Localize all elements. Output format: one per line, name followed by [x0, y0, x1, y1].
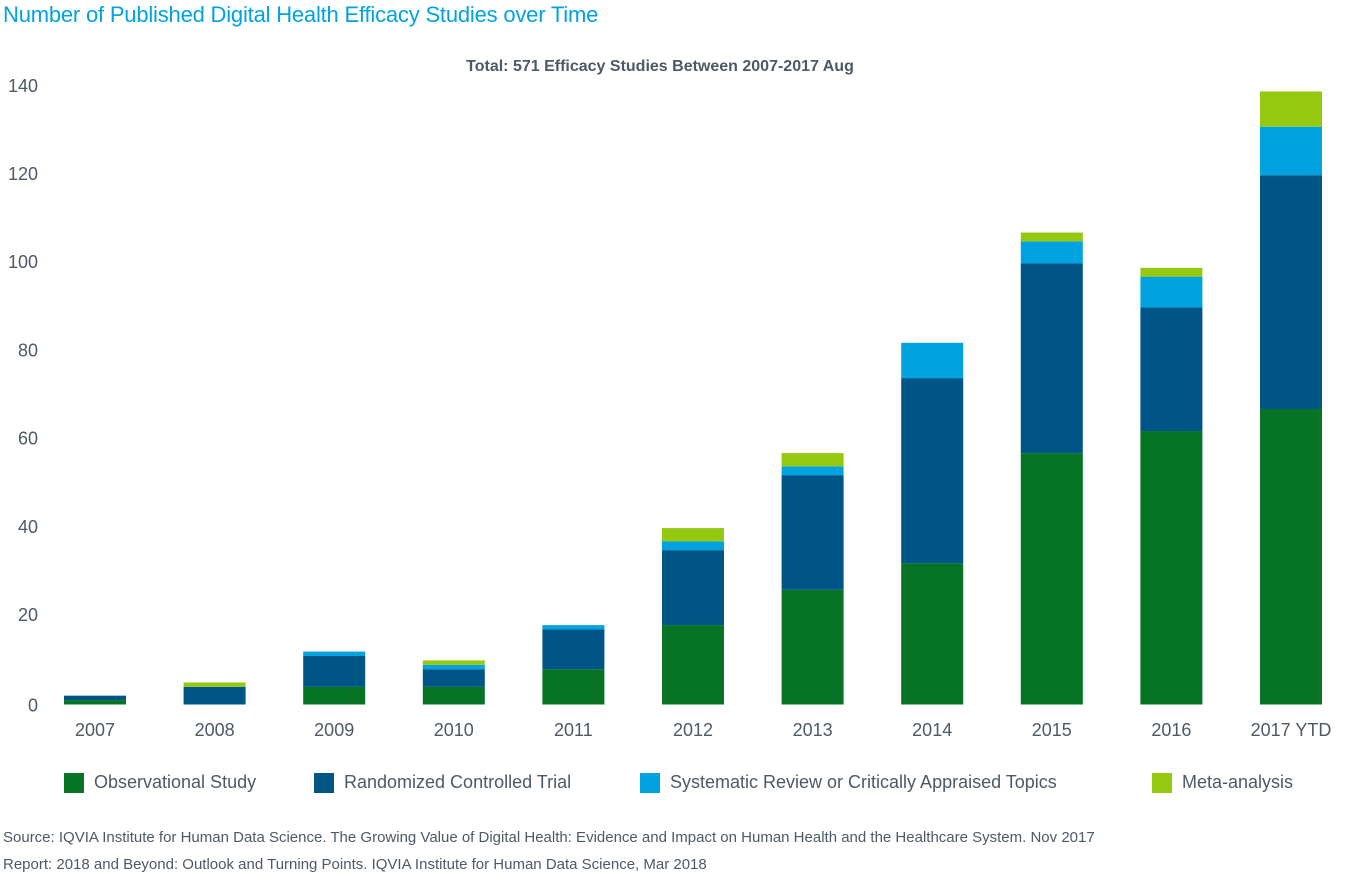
bar-segment-meta-analysis	[1260, 91, 1322, 127]
bar-segment-randomized-controlled-trial	[662, 550, 724, 626]
legend-label: Meta-analysis	[1182, 772, 1294, 792]
x-tick-label: 2013	[793, 720, 833, 740]
x-tick-label: 2016	[1151, 720, 1191, 740]
bar-segment-observational-study	[1020, 453, 1083, 705]
bars	[64, 91, 1322, 705]
legend-swatch	[640, 772, 660, 793]
chart-title: Number of Published Digital Health Effic…	[3, 2, 599, 27]
bar-segment-systematic-review-or-critically-appraised-topics	[662, 541, 724, 551]
bar-segment-randomized-controlled-trial	[303, 655, 366, 687]
y-tick-label: 80	[18, 340, 38, 360]
chart-subtitle: Total: 571 Efficacy Studies Between 2007…	[466, 58, 854, 75]
bar-segment-systematic-review-or-critically-appraised-topics	[1020, 241, 1083, 264]
bar-segment-systematic-review-or-critically-appraised-topics	[1140, 276, 1203, 308]
legend-label: Systematic Review or Critically Appraise…	[670, 772, 1057, 792]
legend-label: Observational Study	[94, 772, 257, 792]
source-note: Source: IQVIA Institute for Human Data S…	[3, 829, 1095, 846]
y-tick-label: 140	[8, 76, 38, 96]
y-tick-label: 20	[18, 605, 38, 625]
bar-segment-meta-analysis	[183, 682, 246, 687]
legend-label: Randomized Controlled Trial	[344, 772, 572, 792]
y-tick-label: 0	[28, 695, 38, 715]
bar-segment-systematic-review-or-critically-appraised-topics	[303, 651, 366, 656]
bar-segment-observational-study	[64, 700, 126, 705]
bar-segment-meta-analysis	[1140, 267, 1203, 277]
report-note: Report: 2018 and Beyond: Outlook and Tur…	[3, 856, 707, 873]
x-tick-label: 2007	[75, 720, 115, 740]
y-tick-label: 40	[18, 517, 38, 537]
bar-segment-randomized-controlled-trial	[1140, 307, 1203, 432]
bar-segment-randomized-controlled-trial	[422, 669, 485, 687]
bar-segment-randomized-controlled-trial	[183, 686, 246, 705]
bar-segment-observational-study	[303, 686, 366, 705]
bar-segment-systematic-review-or-critically-appraised-topics	[542, 625, 605, 630]
x-tick-label: 2015	[1032, 720, 1072, 740]
bar-segment-systematic-review-or-critically-appraised-topics	[1260, 126, 1322, 176]
legend-item: Systematic Review or Critically Appraise…	[640, 772, 1057, 793]
bar-segment-randomized-controlled-trial	[64, 695, 126, 701]
y-axis: 0 20 40 60 80 100 120 140	[8, 76, 38, 716]
bar-segment-observational-study	[422, 686, 485, 705]
legend-swatch	[64, 772, 84, 793]
x-tick-label: 2012	[673, 720, 713, 740]
x-tick-label: 2010	[434, 720, 474, 740]
bar-segment-systematic-review-or-critically-appraised-topics	[422, 664, 485, 670]
x-tick-label: 2009	[314, 720, 354, 740]
bar-segment-observational-study	[662, 625, 724, 705]
x-tick-label: 2017 YTD	[1251, 720, 1332, 740]
x-tick-label: 2011	[554, 720, 593, 740]
bar-segment-meta-analysis	[422, 660, 485, 665]
y-tick-label: 100	[8, 252, 38, 272]
bar-segment-systematic-review-or-critically-appraised-topics	[901, 342, 964, 379]
x-tick-label: 2008	[195, 720, 235, 740]
legend-item: Observational Study	[64, 772, 256, 793]
legend-item: Randomized Controlled Trial	[314, 772, 571, 793]
bar-segment-observational-study	[542, 669, 605, 705]
y-tick-label: 60	[18, 429, 38, 449]
bar-segment-randomized-controlled-trial	[1020, 263, 1083, 454]
bar-segment-randomized-controlled-trial	[1260, 175, 1322, 409]
bar-segment-meta-analysis	[662, 528, 724, 542]
bar-segment-observational-study	[1260, 408, 1322, 705]
legend-item: Meta-analysis	[1152, 772, 1293, 793]
bar-segment-systematic-review-or-critically-appraised-topics	[781, 466, 844, 476]
bar-segment-observational-study	[901, 563, 964, 705]
bar-segment-meta-analysis	[781, 453, 844, 467]
legend: Observational Study Randomized Controlled…	[0, 772, 1352, 798]
bar-segment-meta-analysis	[1020, 232, 1083, 242]
bar-segment-observational-study	[1140, 431, 1203, 705]
bar-segment-randomized-controlled-trial	[901, 378, 964, 564]
x-axis: 2007 2008 2009 2010 2011 2012 2013 2014 2015 2016…	[75, 720, 1331, 740]
legend-swatch	[1152, 772, 1172, 793]
bar-segment-randomized-controlled-trial	[542, 629, 605, 670]
bar-segment-randomized-controlled-trial	[781, 475, 844, 590]
bar-segment-observational-study	[781, 589, 844, 705]
legend-swatch	[314, 772, 334, 793]
x-tick-label: 2014	[912, 720, 952, 740]
y-tick-label: 120	[8, 164, 38, 184]
